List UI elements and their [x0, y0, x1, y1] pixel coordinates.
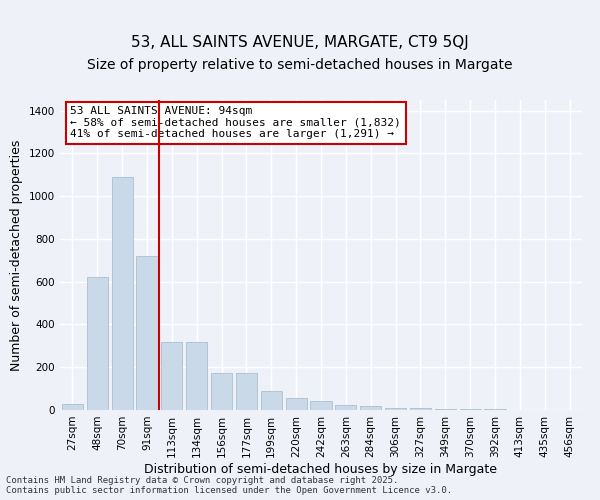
Bar	[211, 372, 232, 410]
Bar	[62, 404, 83, 410]
Text: Contains HM Land Registry data © Crown copyright and database right 2025.
Contai: Contains HM Land Registry data © Crown c…	[6, 476, 452, 495]
Bar	[136, 256, 158, 410]
Bar	[460, 409, 481, 410]
Text: 53, ALL SAINTS AVENUE, MARGATE, CT9 5QJ: 53, ALL SAINTS AVENUE, MARGATE, CT9 5QJ	[131, 35, 469, 50]
Bar	[410, 408, 431, 410]
Bar	[286, 398, 307, 410]
Bar	[310, 402, 332, 410]
Bar	[161, 342, 182, 410]
X-axis label: Distribution of semi-detached houses by size in Margate: Distribution of semi-detached houses by …	[145, 462, 497, 475]
Bar	[87, 278, 108, 410]
Text: 53 ALL SAINTS AVENUE: 94sqm
← 58% of semi-detached houses are smaller (1,832)
41: 53 ALL SAINTS AVENUE: 94sqm ← 58% of sem…	[70, 106, 401, 140]
Bar	[261, 391, 282, 410]
Bar	[360, 406, 381, 410]
Bar	[385, 408, 406, 410]
Bar	[186, 342, 207, 410]
Bar	[112, 177, 133, 410]
Bar	[236, 372, 257, 410]
Text: Size of property relative to semi-detached houses in Margate: Size of property relative to semi-detach…	[87, 58, 513, 71]
Bar	[435, 409, 456, 410]
Y-axis label: Number of semi-detached properties: Number of semi-detached properties	[10, 140, 23, 370]
Bar	[335, 404, 356, 410]
